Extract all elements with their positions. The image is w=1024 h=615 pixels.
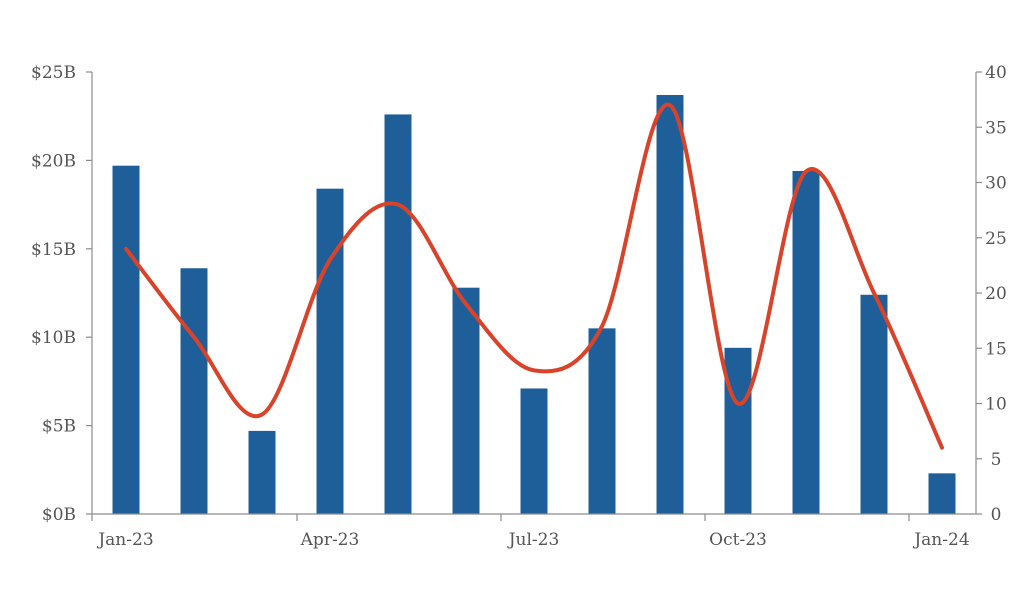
left-tick-label: $15B <box>31 240 76 260</box>
bar-aug-23 <box>588 328 616 514</box>
bar-sep-23 <box>656 94 684 514</box>
bar-feb-23 <box>180 268 208 514</box>
x-tick-label: Jan-23 <box>96 530 153 550</box>
right-tick-label: 25 <box>985 229 1007 249</box>
x-tick-label: Jan-24 <box>912 530 969 550</box>
bar-jul-23 <box>520 388 548 514</box>
x-tick-label: Oct-23 <box>709 530 767 550</box>
bar-apr-23 <box>316 188 344 514</box>
left-tick-label: $10B <box>31 328 76 348</box>
line-series <box>124 102 944 450</box>
right-tick-label: 10 <box>985 395 1007 415</box>
bar-jun-23 <box>452 287 480 514</box>
right-tick-label: 5 <box>991 450 1002 470</box>
bar-jan-23 <box>112 165 140 514</box>
left-tick-label: $0B <box>42 505 76 525</box>
bar-nov-23 <box>792 171 820 514</box>
bar-jan-24 <box>928 473 956 514</box>
bar-dec-23 <box>860 294 888 514</box>
right-tick-label: 30 <box>985 174 1007 194</box>
right-tick-label: 20 <box>985 284 1007 304</box>
bar-oct-23 <box>724 347 752 514</box>
x-tick-label: Jul-23 <box>507 530 560 550</box>
left-tick-label: $20B <box>31 151 76 171</box>
left-tick-label: $25B <box>31 63 76 83</box>
right-tick-label: 35 <box>985 118 1007 138</box>
right-tick-label: 40 <box>985 63 1007 83</box>
left-tick-label: $5B <box>42 417 76 437</box>
right-tick-label: 0 <box>991 505 1002 525</box>
bar-mar-23 <box>248 430 276 514</box>
x-tick-label: Apr-23 <box>300 530 360 550</box>
bar-may-23 <box>384 114 412 515</box>
right-tick-label: 15 <box>985 339 1007 359</box>
